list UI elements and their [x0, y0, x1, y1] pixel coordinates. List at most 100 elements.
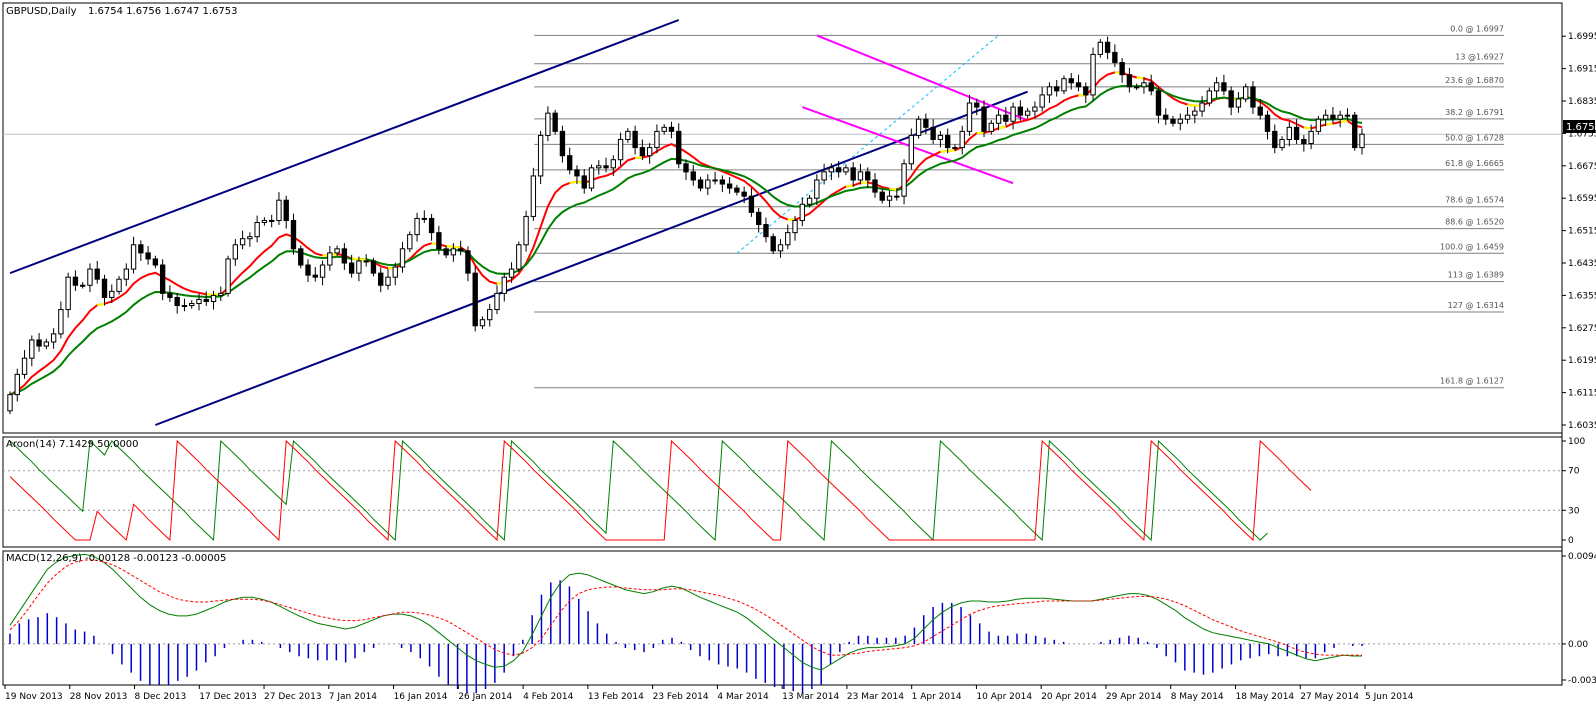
bullish-candle[interactable]: [887, 196, 891, 200]
bearish-candle[interactable]: [836, 168, 840, 172]
bullish-candle[interactable]: [1047, 87, 1051, 95]
bearish-candle[interactable]: [342, 249, 346, 263]
bearish-candle[interactable]: [1127, 75, 1131, 87]
bullish-candle[interactable]: [662, 127, 666, 131]
bearish-candle[interactable]: [146, 253, 150, 259]
bullish-candle[interactable]: [495, 293, 499, 309]
bullish-candle[interactable]: [1142, 83, 1146, 87]
bearish-candle[interactable]: [757, 212, 761, 224]
bullish-candle[interactable]: [357, 261, 361, 273]
bullish-candle[interactable]: [517, 245, 521, 269]
bullish-candle[interactable]: [255, 223, 259, 237]
bullish-candle[interactable]: [277, 200, 281, 220]
bearish-candle[interactable]: [1055, 87, 1059, 91]
bullish-candle[interactable]: [960, 131, 964, 147]
bullish-candle[interactable]: [713, 180, 717, 181]
bullish-candle[interactable]: [320, 265, 324, 277]
bearish-candle[interactable]: [1302, 139, 1306, 143]
bearish-candle[interactable]: [168, 293, 172, 297]
bearish-candle[interactable]: [1171, 119, 1175, 123]
bullish-candle[interactable]: [248, 237, 252, 239]
bullish-candle[interactable]: [110, 291, 114, 297]
bullish-candle[interactable]: [240, 239, 244, 245]
bullish-candle[interactable]: [531, 176, 535, 217]
bullish-candle[interactable]: [1098, 42, 1102, 54]
bearish-candle[interactable]: [866, 172, 870, 180]
bullish-candle[interactable]: [647, 148, 651, 156]
bearish-candle[interactable]: [924, 119, 928, 127]
bullish-candle[interactable]: [618, 139, 622, 159]
bearish-candle[interactable]: [1069, 79, 1073, 83]
bullish-candle[interactable]: [1062, 79, 1066, 91]
bearish-candle[interactable]: [139, 245, 143, 253]
bullish-candle[interactable]: [415, 218, 419, 234]
bearish-candle[interactable]: [153, 259, 157, 265]
bullish-candle[interactable]: [451, 249, 455, 255]
bearish-candle[interactable]: [73, 277, 77, 285]
bearish-candle[interactable]: [313, 275, 317, 277]
bullish-candle[interactable]: [611, 160, 615, 168]
bullish-candle[interactable]: [1193, 111, 1197, 115]
bullish-candle[interactable]: [829, 168, 833, 172]
bearish-candle[interactable]: [371, 261, 375, 273]
bearish-candle[interactable]: [1105, 42, 1109, 52]
bearish-candle[interactable]: [749, 196, 753, 212]
bullish-candle[interactable]: [66, 277, 70, 309]
bearish-candle[interactable]: [880, 192, 884, 200]
bearish-candle[interactable]: [95, 269, 99, 279]
bullish-candle[interactable]: [422, 218, 426, 219]
bullish-candle[interactable]: [1360, 134, 1364, 147]
bearish-candle[interactable]: [1156, 91, 1160, 115]
bullish-candle[interactable]: [44, 342, 48, 346]
bearish-candle[interactable]: [568, 156, 572, 170]
bullish-candle[interactable]: [51, 334, 55, 342]
bearish-candle[interactable]: [975, 103, 979, 107]
bearish-candle[interactable]: [458, 249, 462, 251]
bearish-candle[interactable]: [684, 164, 688, 172]
bearish-candle[interactable]: [735, 188, 739, 192]
bullish-candle[interactable]: [786, 233, 790, 245]
bullish-candle[interactable]: [1236, 99, 1240, 107]
bullish-candle[interactable]: [589, 168, 593, 188]
bullish-candle[interactable]: [269, 220, 273, 221]
bearish-candle[interactable]: [742, 192, 746, 196]
bullish-candle[interactable]: [1025, 111, 1029, 115]
bullish-candle[interactable]: [328, 253, 332, 265]
bullish-candle[interactable]: [902, 164, 906, 196]
bearish-candle[interactable]: [945, 135, 949, 147]
bearish-candle[interactable]: [284, 200, 288, 220]
bearish-candle[interactable]: [1004, 115, 1008, 121]
bullish-candle[interactable]: [131, 245, 135, 269]
bullish-candle[interactable]: [1280, 139, 1284, 147]
bullish-candle[interactable]: [59, 310, 63, 334]
bearish-candle[interactable]: [982, 107, 986, 131]
bullish-candle[interactable]: [117, 279, 121, 291]
bearish-candle[interactable]: [669, 127, 673, 131]
bullish-candle[interactable]: [233, 245, 237, 259]
bearish-candle[interactable]: [677, 131, 681, 163]
bullish-candle[interactable]: [1244, 87, 1248, 99]
bullish-candle[interactable]: [509, 269, 513, 277]
bullish-candle[interactable]: [597, 166, 601, 168]
bearish-candle[interactable]: [698, 180, 702, 188]
bullish-candle[interactable]: [538, 135, 542, 176]
bullish-candle[interactable]: [1338, 115, 1342, 119]
bullish-candle[interactable]: [219, 293, 223, 295]
bearish-candle[interactable]: [691, 172, 695, 180]
bearish-candle[interactable]: [1258, 107, 1262, 115]
bearish-candle[interactable]: [37, 340, 41, 346]
bullish-candle[interactable]: [262, 220, 266, 222]
bullish-candle[interactable]: [800, 204, 804, 220]
bullish-candle[interactable]: [1091, 54, 1095, 95]
bullish-candle[interactable]: [858, 172, 862, 180]
bullish-candle[interactable]: [400, 249, 404, 267]
bullish-candle[interactable]: [793, 220, 797, 232]
bullish-candle[interactable]: [81, 285, 85, 286]
bearish-candle[interactable]: [1149, 83, 1153, 91]
bullish-candle[interactable]: [386, 277, 390, 285]
bullish-candle[interactable]: [815, 180, 819, 198]
bullish-candle[interactable]: [364, 261, 368, 262]
bullish-candle[interactable]: [488, 310, 492, 320]
